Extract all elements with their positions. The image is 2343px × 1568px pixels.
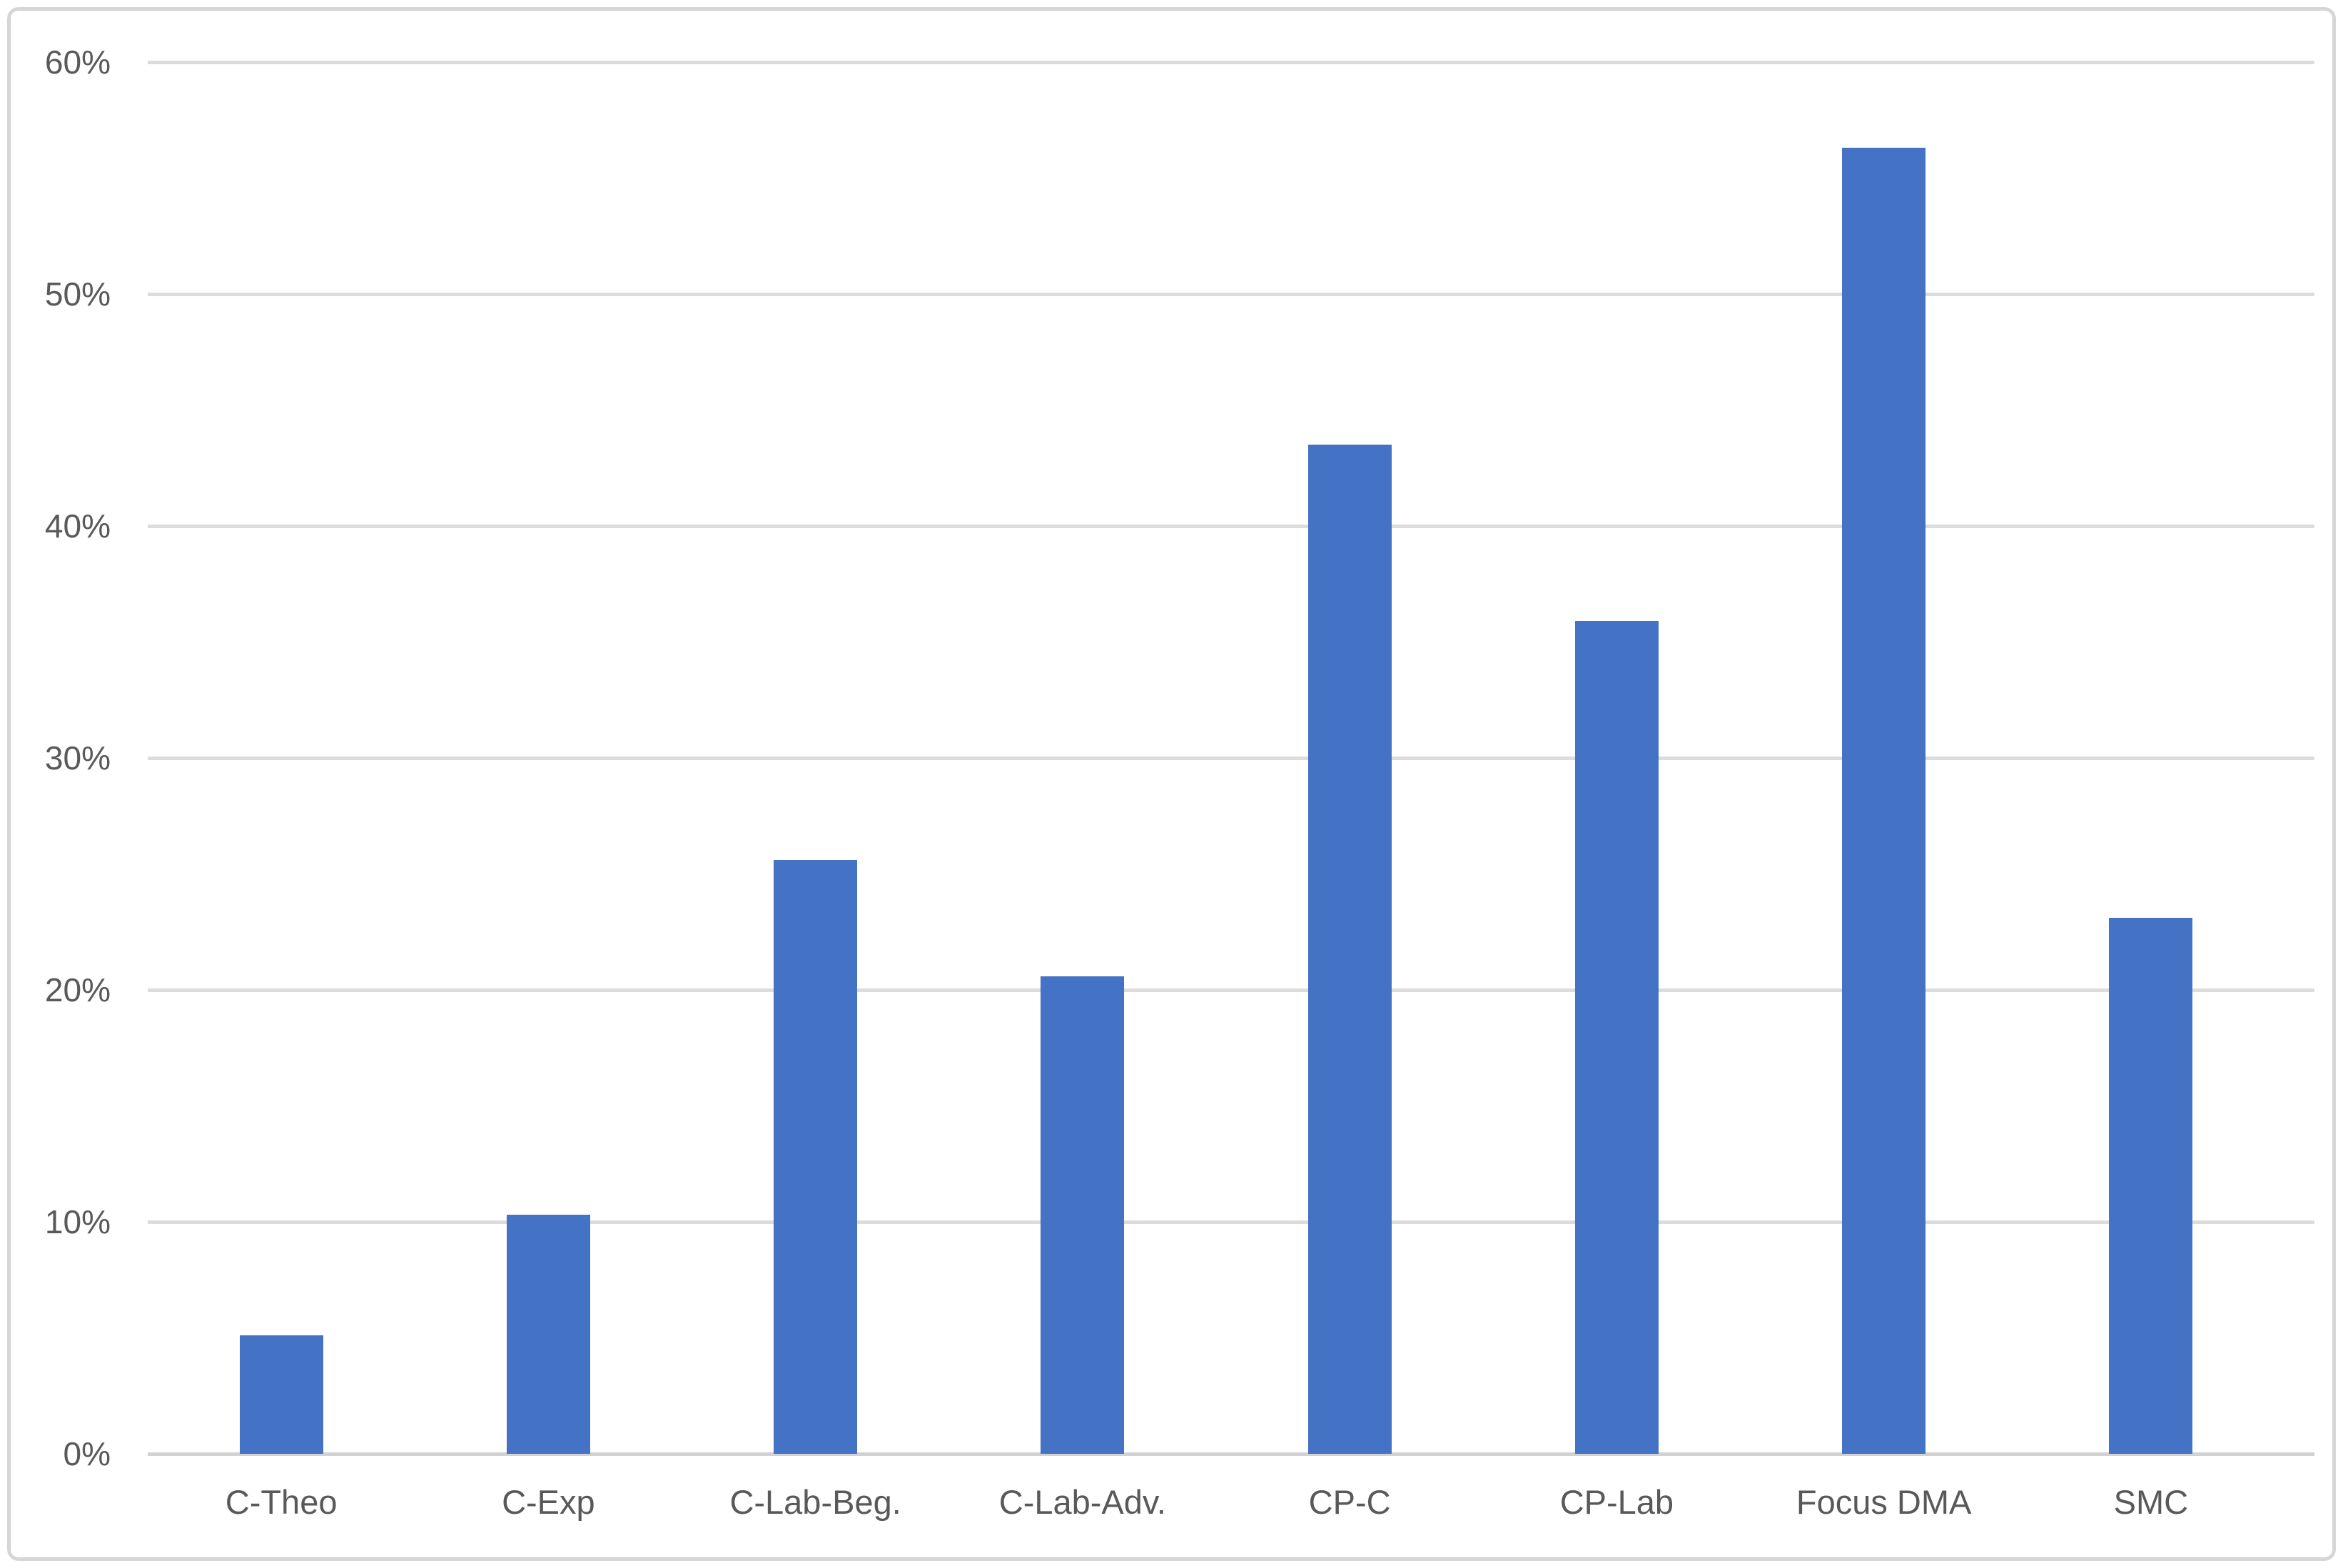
gridline [148, 61, 2314, 64]
bar-slot [1216, 62, 1483, 1454]
gridline [148, 292, 2314, 296]
bar-slot [415, 62, 682, 1454]
x-category-label: C-Exp [502, 1483, 595, 1521]
gridline [148, 1220, 2314, 1224]
bar-slot [682, 62, 949, 1454]
gridline [148, 524, 2314, 528]
bar-slot [2018, 62, 2284, 1454]
bar-C-Exp [506, 1215, 590, 1454]
x-category-label: C-Lab-Adv. [998, 1483, 1166, 1521]
bar-Focus DMA [1842, 148, 1926, 1454]
x-axis-line [148, 1452, 2314, 1456]
bar-slot [949, 62, 1216, 1454]
x-category-label: CP-Lab [1559, 1483, 1674, 1521]
y-tick-label: 50% [44, 275, 111, 313]
y-tick-label: 10% [44, 1203, 111, 1240]
gridline [148, 757, 2314, 760]
bars-row [148, 62, 2284, 1454]
x-category-label: Focus DMA [1796, 1483, 1972, 1521]
y-tick-label: 40% [44, 507, 111, 545]
y-tick-label: 20% [44, 971, 111, 1008]
bar-slot [1751, 62, 2018, 1454]
bar-CP-C [1307, 445, 1392, 1454]
bar-slot [148, 62, 415, 1454]
bar-C-Lab-Adv. [1041, 976, 1125, 1454]
y-axis: 0% 10% 20% 30% 40% 50% 60% [0, 44, 111, 1472]
chart-frame-border [7, 7, 2336, 1561]
x-axis: C-Theo C-Exp C-Lab-Beg. C-Lab-Adv. CP-C CP-La… [148, 1482, 2284, 1522]
x-category-label: CP-C [1308, 1483, 1391, 1521]
bar-C-Theo [239, 1335, 323, 1454]
bar-C-Lab-Beg. [774, 860, 858, 1454]
y-tick-label: 0% [63, 1435, 111, 1472]
x-category-label: C-Lab-Beg. [729, 1483, 901, 1521]
y-tick-label: 60% [44, 44, 111, 81]
x-category-label: C-Theo [225, 1483, 338, 1521]
plot-area [148, 61, 2314, 1456]
bar-SMC [2109, 918, 2193, 1454]
bar-CP-Lab [1574, 621, 1659, 1454]
x-category-label: SMC [2113, 1483, 2189, 1521]
bar-slot [1483, 62, 1750, 1454]
gridline [148, 988, 2314, 992]
y-tick-label: 30% [44, 739, 111, 777]
